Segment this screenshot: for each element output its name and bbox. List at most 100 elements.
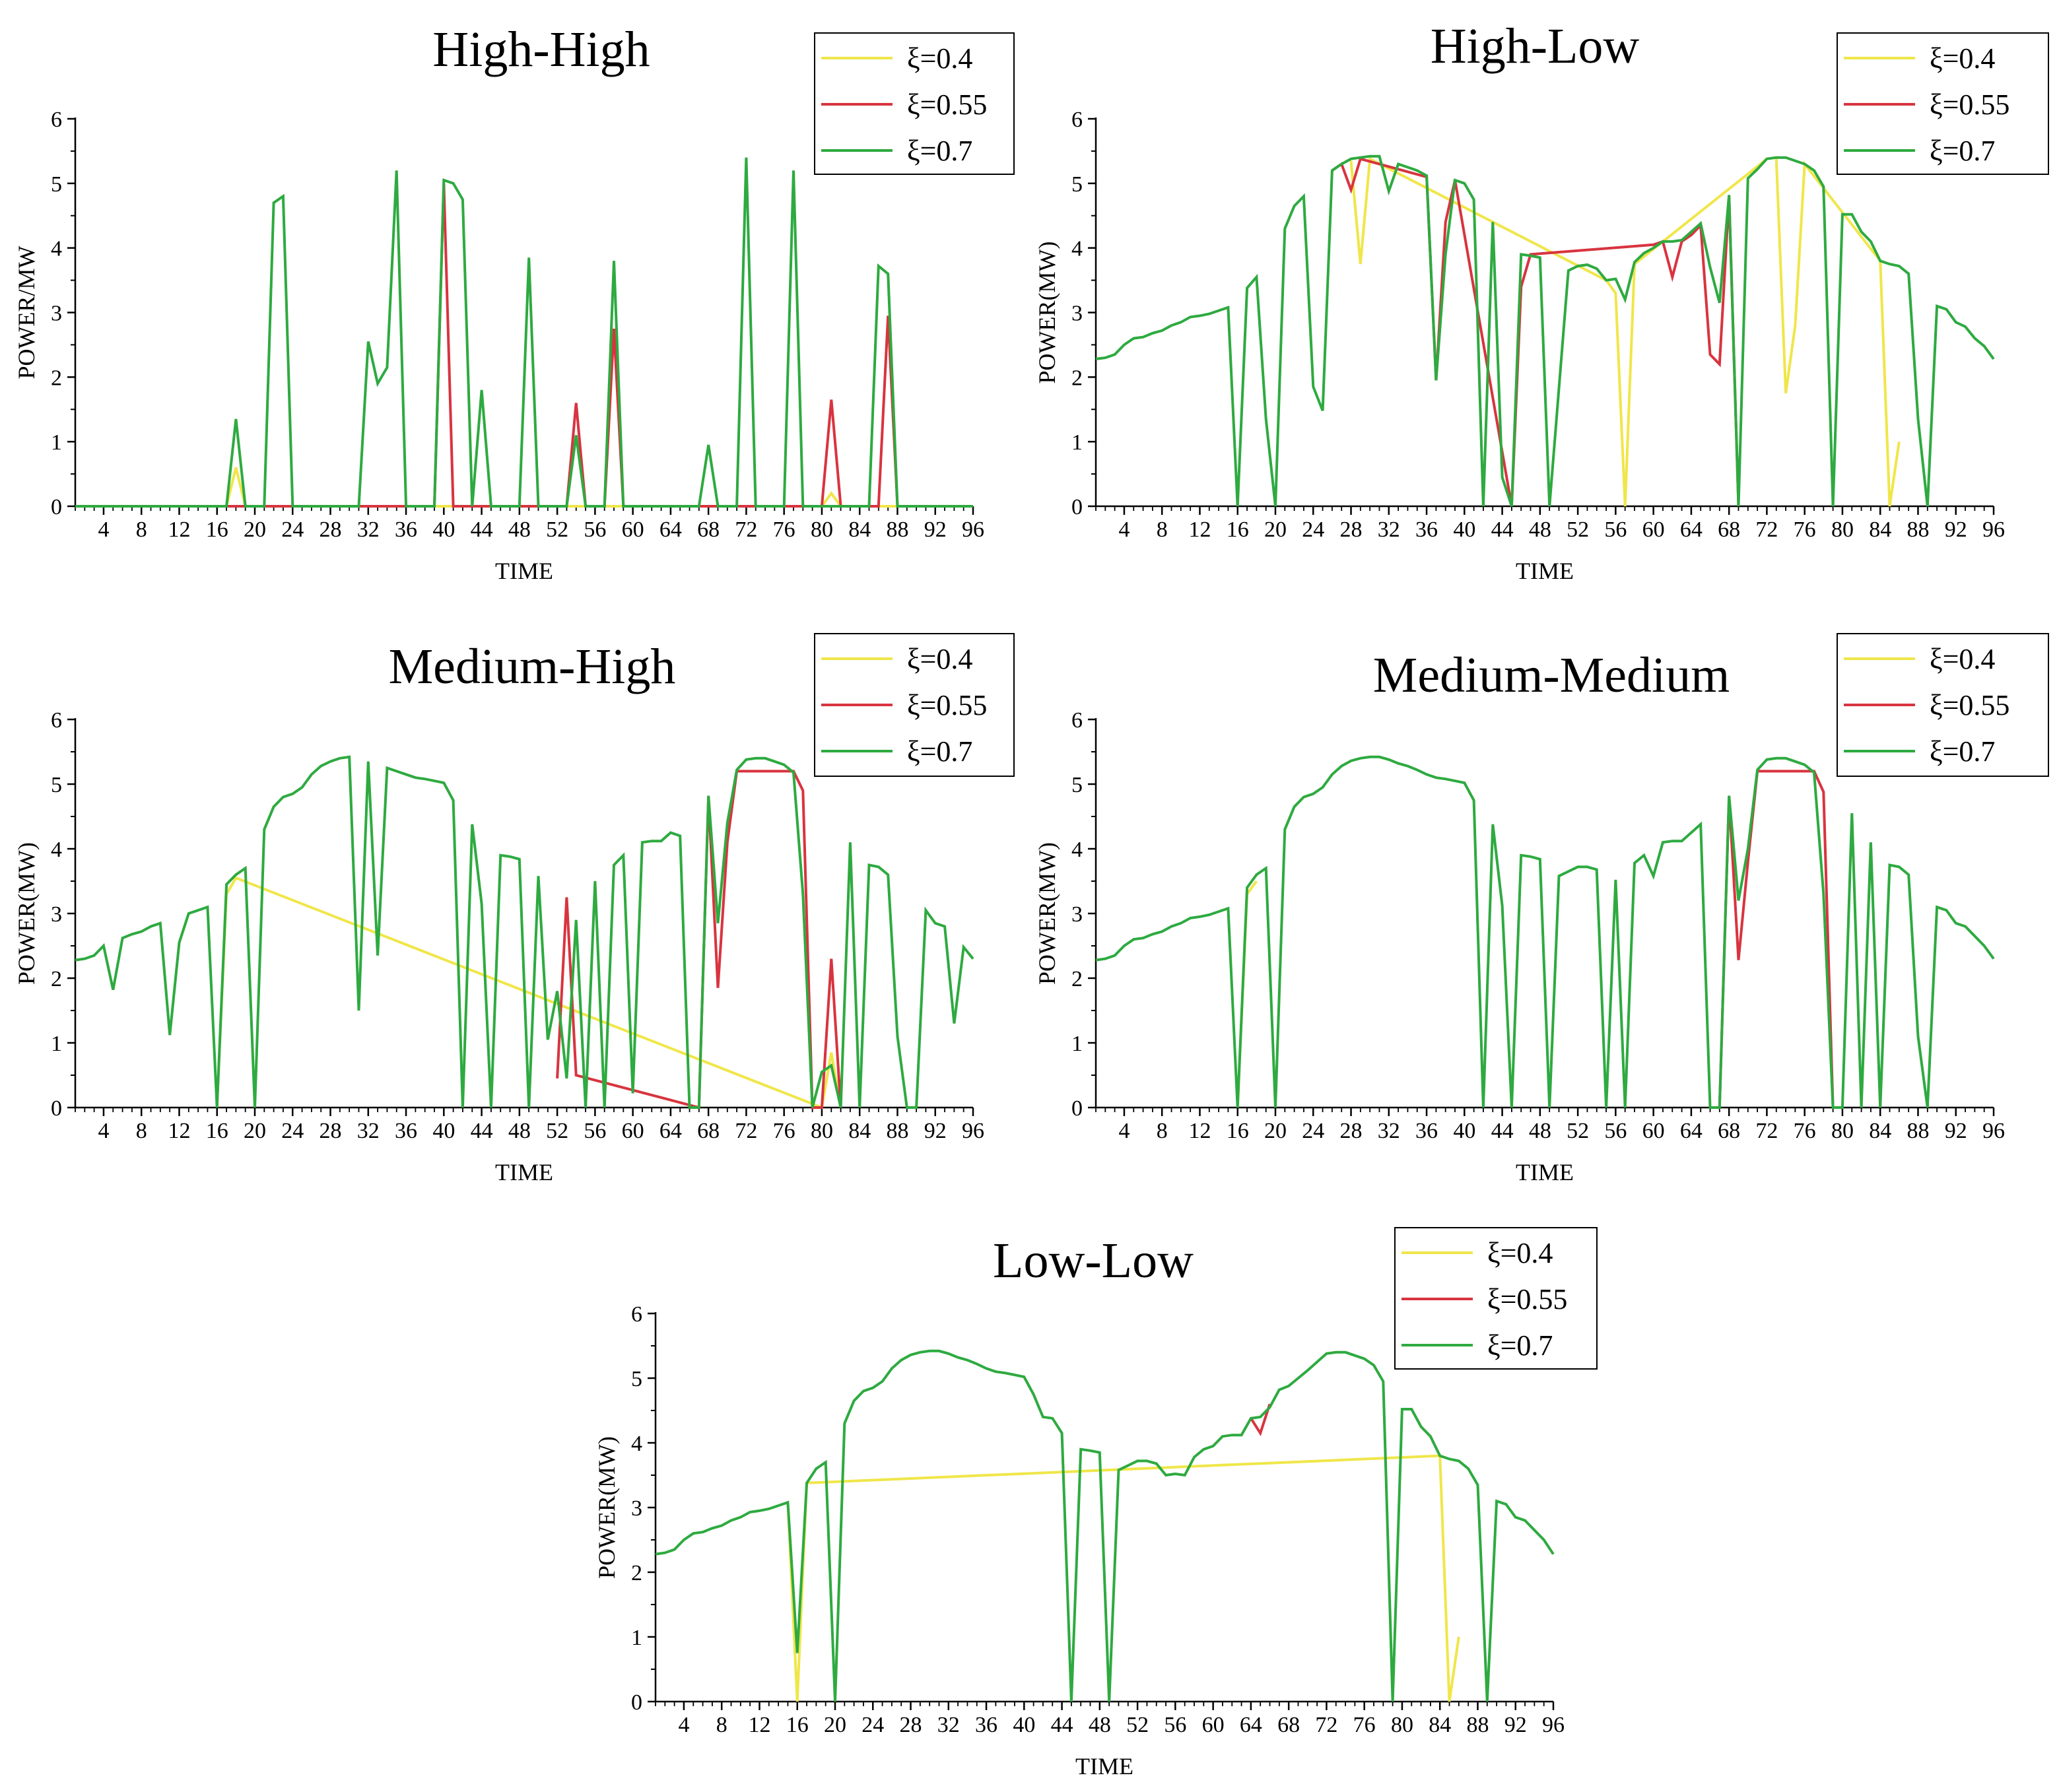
x-tick-label: 64 <box>1680 1119 1703 1143</box>
x-tick-label: 76 <box>1794 1119 1816 1143</box>
legend-label: ξ=0.55 <box>1930 689 2009 721</box>
x-tick-label: 88 <box>1466 1713 1489 1737</box>
x-tick-label: 40 <box>432 1119 455 1143</box>
legend: ξ=0.4 ξ=0.55 ξ=0.7 <box>814 32 1015 175</box>
x-tick-label: 52 <box>1126 1713 1149 1737</box>
x-tick-label: 84 <box>848 1119 871 1143</box>
x-tick-label: 32 <box>937 1713 960 1737</box>
x-axis-label: TIME <box>1075 1753 1133 1779</box>
y-tick-label: 6 <box>1071 108 1083 132</box>
x-tick-label: 92 <box>1504 1713 1527 1737</box>
legend-label: ξ=0.4 <box>907 42 972 75</box>
x-tick-label: 12 <box>748 1713 770 1737</box>
x-tick-label: 72 <box>1755 1119 1778 1143</box>
x-tick-label: 88 <box>1907 1119 1929 1143</box>
x-tick-label: 4 <box>1118 1119 1130 1143</box>
y-tick-label: 4 <box>51 838 62 862</box>
x-tick-label: 76 <box>1353 1713 1376 1737</box>
x-tick-label: 52 <box>1567 517 1589 542</box>
x-tick-label: 32 <box>1378 1119 1400 1143</box>
x-tick-label: 56 <box>584 1119 606 1143</box>
x-tick-label: 68 <box>1718 1119 1740 1143</box>
y-tick-label: 3 <box>1071 302 1083 326</box>
x-tick-label: 16 <box>1227 517 1249 542</box>
legend-label: ξ=0.7 <box>1930 735 1995 768</box>
x-tick-label: 72 <box>1755 517 1778 542</box>
legend-label: ξ=0.4 <box>1930 643 1995 675</box>
series-line <box>1095 755 1995 1109</box>
y-tick-label: 0 <box>1071 1096 1083 1121</box>
x-tick-label: 32 <box>1378 517 1400 542</box>
y-axis-label: POWER(MW) <box>1034 842 1060 985</box>
x-tick-label: 52 <box>546 517 568 542</box>
x-tick-label: 68 <box>1718 517 1740 542</box>
x-tick-label: 80 <box>1831 1119 1854 1143</box>
y-tick-label: 5 <box>631 1367 642 1391</box>
y-tick-label: 0 <box>1071 495 1083 519</box>
chart-title: Medium-Medium <box>1373 647 1730 703</box>
series-line <box>1331 157 1740 507</box>
x-tick-label: 96 <box>1982 517 2005 542</box>
x-tick-label: 56 <box>1604 517 1627 542</box>
x-tick-label: 64 <box>659 1119 682 1143</box>
x-tick-label: 88 <box>886 1119 908 1143</box>
x-tick-label: 40 <box>1453 1119 1475 1143</box>
x-tick-label: 64 <box>659 517 682 542</box>
y-tick-label: 2 <box>1071 366 1083 390</box>
x-axis-label: TIME <box>1516 1159 1574 1185</box>
y-tick-label: 2 <box>1071 967 1083 991</box>
x-tick-label: 92 <box>924 517 947 542</box>
y-tick-label: 2 <box>51 366 62 390</box>
series-line <box>655 1349 1555 1702</box>
x-tick-label: 24 <box>281 517 304 542</box>
x-tick-label: 20 <box>1264 517 1287 542</box>
x-tick-label: 36 <box>1415 517 1438 542</box>
y-tick-label: 5 <box>1071 773 1083 797</box>
chart-title: High-High <box>432 22 650 77</box>
x-tick-label: 48 <box>1529 517 1551 542</box>
y-tick-label: 0 <box>631 1690 642 1715</box>
y-axis-label: POWER(MW) <box>593 1436 620 1579</box>
series-line <box>75 157 973 508</box>
x-axis-label: TIME <box>1516 558 1574 584</box>
x-tick-label: 80 <box>811 517 833 542</box>
x-tick-label: 64 <box>1240 1713 1262 1737</box>
x-tick-label: 28 <box>1340 517 1363 542</box>
y-tick-label: 6 <box>51 708 62 733</box>
x-tick-label: 92 <box>1945 1119 1967 1143</box>
x-tick-label: 40 <box>432 517 455 542</box>
chart-title: Low-Low <box>993 1233 1194 1288</box>
y-axis-label: POWER/MW <box>13 246 40 379</box>
x-tick-label: 60 <box>622 517 644 542</box>
x-tick-label: 20 <box>244 1119 266 1143</box>
x-tick-label: 4 <box>678 1713 689 1737</box>
y-tick-label: 1 <box>1071 1032 1083 1056</box>
x-tick-label: 68 <box>697 517 720 542</box>
legend-label: ξ=0.4 <box>1487 1237 1553 1269</box>
x-tick-label: 80 <box>1831 517 1854 542</box>
x-tick-label: 96 <box>962 517 984 542</box>
x-tick-label: 12 <box>1188 517 1211 542</box>
x-tick-label: 44 <box>1491 1119 1514 1143</box>
x-tick-label: 60 <box>1642 1119 1665 1143</box>
x-tick-label: 76 <box>1794 517 1816 542</box>
legend-label: ξ=0.4 <box>1930 42 1995 75</box>
x-tick-label: 96 <box>962 1119 984 1143</box>
x-tick-label: 24 <box>1302 517 1324 542</box>
x-tick-label: 12 <box>1188 1119 1211 1143</box>
x-tick-label: 24 <box>281 1119 304 1143</box>
legend-label: ξ=0.55 <box>907 88 987 121</box>
legend-label: ξ=0.7 <box>1487 1329 1553 1362</box>
y-tick-label: 1 <box>51 430 62 455</box>
x-tick-label: 88 <box>886 517 908 542</box>
x-tick-label: 8 <box>716 1713 727 1737</box>
x-tick-label: 96 <box>1982 1119 2005 1143</box>
x-tick-label: 60 <box>1642 517 1665 542</box>
y-tick-label: 0 <box>51 1096 62 1121</box>
series-line <box>75 183 973 508</box>
series-line <box>75 755 974 1109</box>
x-tick-label: 8 <box>136 517 147 542</box>
